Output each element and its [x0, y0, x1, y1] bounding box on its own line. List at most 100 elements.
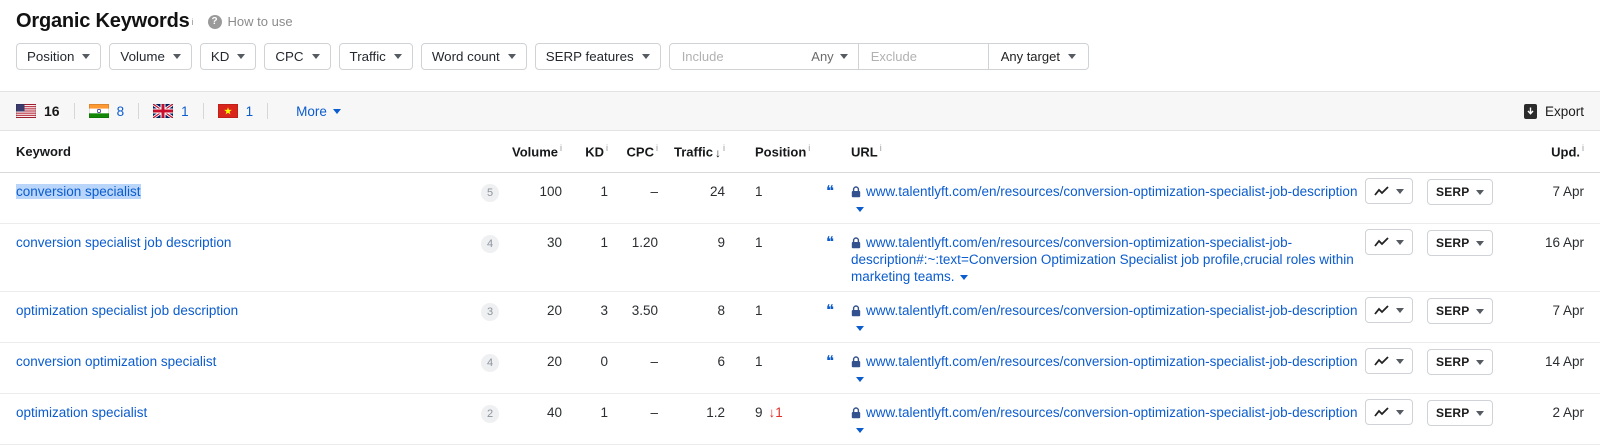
chevron-down-icon: [507, 54, 516, 59]
filter-position-button[interactable]: Position: [16, 43, 102, 70]
chevron-down-icon[interactable]: [856, 207, 864, 212]
filter-cpc-button[interactable]: CPC: [264, 43, 331, 70]
serp-button[interactable]: SERP: [1427, 230, 1494, 256]
header-updated[interactable]: Upd. i: [1551, 143, 1584, 160]
result-url-link[interactable]: www.talentlyft.com/en/resources/conversi…: [851, 235, 1354, 284]
chevron-down-icon: [641, 54, 650, 59]
keyword-link[interactable]: conversion specialist job description: [16, 235, 232, 250]
country-tab-india[interactable]: 8: [88, 104, 124, 119]
country-tab-united-states[interactable]: 16: [16, 103, 60, 119]
filter-traffic-button[interactable]: Traffic: [338, 43, 413, 70]
table-row: optimization specialist job description …: [0, 292, 1600, 343]
position-value: 1: [755, 235, 763, 250]
position-value: 9: [755, 405, 763, 420]
position-history-chart-button[interactable]: [1365, 229, 1413, 255]
header-url[interactable]: URL i: [851, 143, 882, 160]
more-countries-dropdown[interactable]: More: [296, 104, 341, 119]
header-traffic[interactable]: Traffic ↓ i: [673, 143, 725, 160]
serp-button[interactable]: SERP: [1427, 298, 1494, 324]
header-kd[interactable]: KD i: [585, 143, 608, 160]
keyword-link[interactable]: conversion optimization specialist: [16, 354, 217, 369]
keyword-count-badge: 2: [481, 405, 499, 423]
position-value: 1: [755, 303, 763, 318]
filter-label: SERP features: [545, 49, 634, 64]
cpc-value: –: [650, 405, 658, 420]
result-url-link[interactable]: www.talentlyft.com/en/resources/conversi…: [851, 303, 1357, 335]
country-count: 1: [181, 103, 189, 119]
filter-word-count-button[interactable]: Word count: [420, 43, 527, 70]
info-superscript-icon: i: [723, 143, 725, 154]
divider: [267, 103, 269, 119]
keyword-count-badge: 5: [481, 184, 499, 202]
header-cpc[interactable]: CPC i: [626, 143, 658, 160]
chevron-down-icon: [1396, 409, 1404, 415]
filter-label: KD: [210, 49, 230, 64]
selected-keyword-text: conversion specialist: [16, 184, 141, 199]
keyword-link[interactable]: optimization specialist job description: [16, 303, 239, 318]
featured-snippet-quote-icon: ❝: [825, 302, 835, 319]
url-text: www.talentlyft.com/en/resources/conversi…: [866, 184, 1358, 199]
volume-value: 100: [539, 184, 562, 199]
cpc-value: –: [650, 184, 658, 199]
chevron-down-icon[interactable]: [856, 428, 864, 433]
chevron-down-icon: [1476, 240, 1485, 246]
https-lock-icon: [851, 356, 861, 368]
filter-serp-features-button[interactable]: SERP features: [534, 43, 661, 70]
cpc-value: 1.20: [631, 235, 658, 250]
info-superscript-icon: i: [1582, 143, 1584, 154]
header-position[interactable]: Position i: [755, 143, 811, 160]
updated-date: 7 Apr: [1552, 184, 1584, 199]
chevron-down-icon: [1396, 188, 1404, 194]
position-history-chart-button[interactable]: [1365, 297, 1413, 323]
chevron-down-icon: [332, 108, 341, 114]
exclude-segment: [857, 44, 988, 69]
include-input[interactable]: [679, 48, 806, 65]
featured-snippet-quote-icon: ❝: [825, 234, 835, 251]
filter-volume-button[interactable]: Volume: [109, 43, 192, 70]
header-keyword[interactable]: Keyword: [16, 144, 71, 159]
filter-kd-button[interactable]: KD: [199, 43, 257, 70]
export-button[interactable]: Export: [1523, 103, 1584, 119]
position-history-chart-button[interactable]: [1365, 399, 1413, 425]
info-superscript-icon: i: [808, 143, 811, 154]
how-to-use-link[interactable]: ? How to use: [207, 14, 293, 29]
exclude-input[interactable]: [868, 48, 978, 65]
keyword-count-badge: 4: [481, 354, 499, 372]
filter-label: Traffic: [349, 49, 386, 64]
chevron-down-icon[interactable]: [856, 326, 864, 331]
serp-button[interactable]: SERP: [1427, 349, 1494, 375]
position-history-chart-button[interactable]: [1365, 348, 1413, 374]
include-exclude-group: Any Any target: [668, 43, 1089, 70]
filter-label: Position: [27, 49, 75, 64]
country-tab-vietnam[interactable]: 1: [217, 104, 253, 119]
serp-button[interactable]: SERP: [1427, 400, 1494, 426]
chevron-down-icon: [1476, 189, 1485, 195]
header-volume[interactable]: Volume i: [512, 143, 562, 160]
title-bar: Organic Keywords i ? How to use: [0, 0, 1600, 33]
kd-value: 1: [600, 405, 608, 420]
chevron-down-icon: [1067, 54, 1076, 59]
chevron-down-icon[interactable]: [856, 377, 864, 382]
chevron-down-icon: [172, 54, 181, 59]
country-tab-united-kingdom[interactable]: 1: [153, 104, 189, 119]
kd-value: 3: [600, 303, 608, 318]
include-mode-dropdown[interactable]: Any: [811, 49, 848, 64]
result-url-link[interactable]: www.talentlyft.com/en/resources/conversi…: [851, 405, 1357, 437]
keyword-count-badge: 3: [481, 303, 499, 321]
serp-button[interactable]: SERP: [1427, 179, 1494, 205]
url-text: www.talentlyft.com/en/resources/conversi…: [866, 303, 1358, 318]
table-row: conversion specialist job description 4 …: [0, 224, 1600, 292]
result-url-link[interactable]: www.talentlyft.com/en/resources/conversi…: [851, 184, 1357, 216]
table-header: Keyword Volume i KD i CPC i Traffic ↓ i Posit…: [0, 131, 1600, 173]
updated-date: 16 Apr: [1544, 235, 1584, 250]
target-dropdown[interactable]: Any target: [987, 44, 1088, 69]
volume-value: 30: [546, 235, 562, 250]
result-url-link[interactable]: www.talentlyft.com/en/resources/conversi…: [851, 354, 1357, 386]
serp-label: SERP: [1436, 236, 1470, 250]
position-history-chart-button[interactable]: [1365, 178, 1413, 204]
chevron-down-icon[interactable]: [959, 275, 968, 280]
keyword-link[interactable]: optimization specialist: [16, 405, 148, 420]
keyword-link[interactable]: conversion specialist: [16, 184, 141, 199]
page-title: Organic Keywords: [16, 10, 190, 32]
updated-date: 2 Apr: [1552, 405, 1584, 420]
